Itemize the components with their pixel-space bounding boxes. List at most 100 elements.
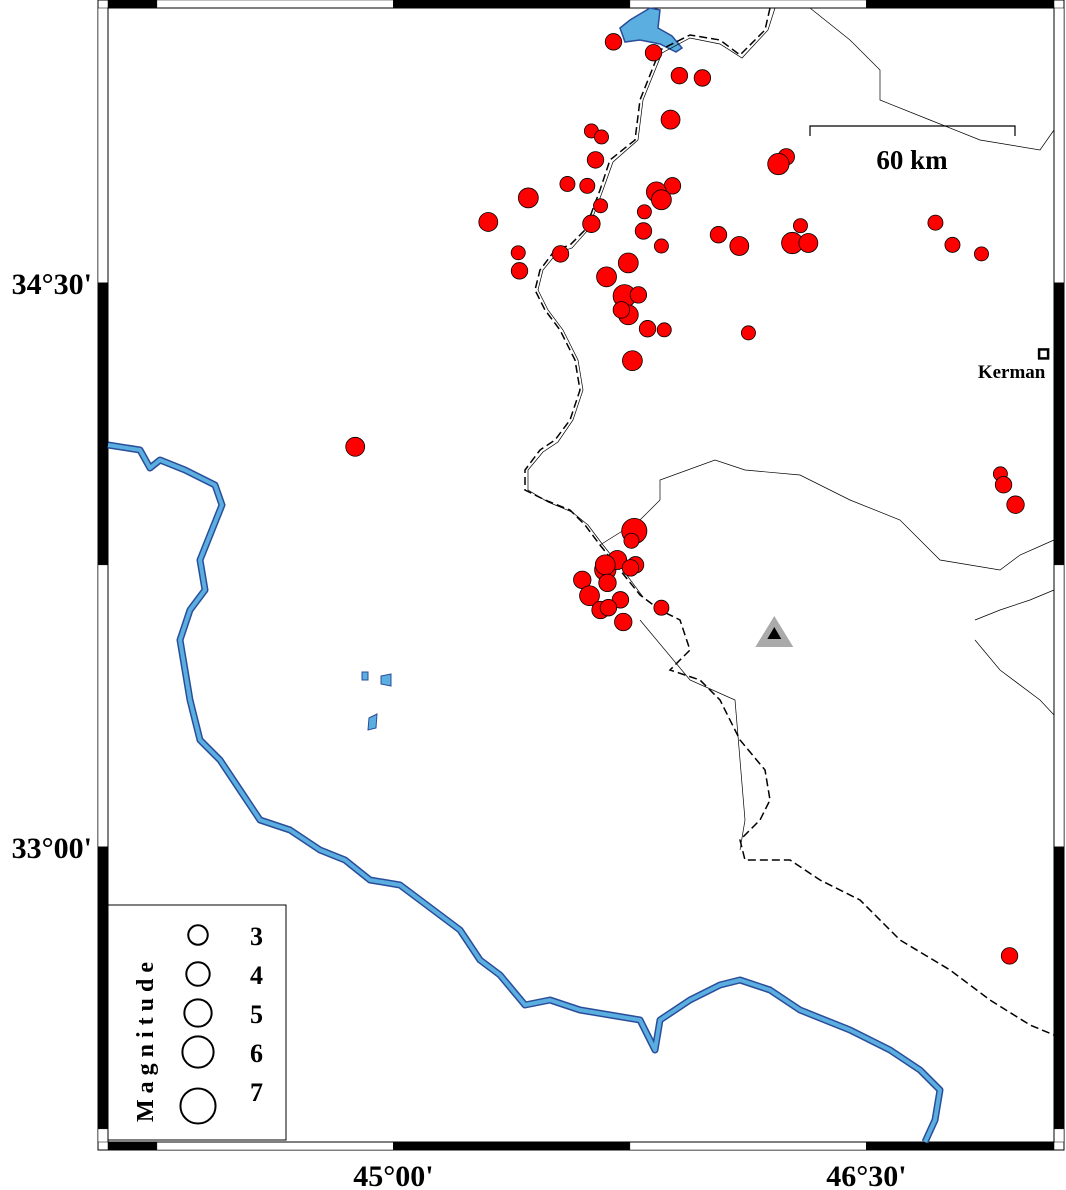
- rivers: [107, 7, 944, 1144]
- earthquake-circle: [660, 109, 681, 130]
- y-tick-label: 34°30': [12, 268, 92, 301]
- earthquake-circle: [740, 325, 756, 341]
- earthquake-circle: [604, 33, 623, 51]
- legend-label: 6: [250, 1039, 263, 1068]
- frame-bar: [866, 0, 1055, 9]
- frame-bar: [97, 7, 109, 284]
- earthquake-circle: [767, 152, 790, 176]
- earthquake-circle: [598, 573, 617, 593]
- earthquake-circle: [653, 599, 670, 616]
- international-border: [524, 7, 1055, 1036]
- earthquake-circle: [623, 532, 640, 549]
- earthquake-circle: [644, 44, 663, 62]
- legend-label: 4: [250, 961, 263, 990]
- legend-label: 5: [250, 1000, 263, 1029]
- province-border: [527, 7, 776, 598]
- frame-bar: [156, 0, 394, 9]
- earthquake-circle: [478, 212, 499, 232]
- earthquake-circle: [593, 198, 609, 214]
- earthquake-circle: [596, 266, 617, 288]
- earthquake-circle: [638, 320, 657, 338]
- province-border: [639, 619, 746, 851]
- frame-bar: [107, 0, 158, 9]
- legend-title: Magnitude: [133, 956, 159, 1122]
- earthquake-circle: [517, 187, 539, 209]
- province-border: [599, 459, 1055, 571]
- frame-bar: [629, 1141, 867, 1151]
- province-border: [974, 639, 1055, 716]
- earthquake-circle: [594, 129, 609, 145]
- station-marker: [755, 616, 794, 648]
- frame-bar: [1053, 846, 1065, 1130]
- earthquake-circle: [1000, 947, 1019, 965]
- scale-bar: 60 km: [809, 125, 1016, 175]
- earthquake-circle: [944, 236, 961, 253]
- earthquake-circle: [510, 245, 526, 261]
- earthquake-circle: [634, 222, 653, 240]
- frame-bar: [629, 0, 867, 9]
- frame-bar: [156, 1141, 394, 1151]
- province-border: [974, 589, 1055, 621]
- frame-bar: [393, 1141, 631, 1151]
- frame-bar: [393, 0, 631, 9]
- frame-bar: [1053, 282, 1065, 566]
- river: [107, 443, 942, 1143]
- legend-label: 7: [250, 1078, 263, 1107]
- legend-circle: [179, 1087, 217, 1125]
- legend-circle: [185, 961, 211, 987]
- earthquake-circle: [551, 245, 570, 263]
- frame-bar: [97, 282, 109, 566]
- square-city-icon: [1037, 348, 1050, 360]
- earthquake-circle: [656, 322, 672, 338]
- legend-label: 3: [250, 922, 263, 951]
- earthquake-circle: [345, 436, 366, 457]
- province-border: [809, 7, 1055, 151]
- earthquake-circle: [709, 226, 728, 244]
- legend-circle: [187, 924, 209, 946]
- earthquake-circle: [582, 214, 601, 233]
- earthquake-circle: [651, 189, 672, 211]
- earthquake-circle: [594, 554, 616, 576]
- earthquake-circle: [693, 69, 712, 87]
- frame-bar: [1053, 564, 1065, 848]
- lake: [619, 7, 684, 53]
- earthquake-circle: [617, 252, 639, 274]
- earthquake-circle: [629, 286, 648, 304]
- earthquake-circle: [927, 214, 944, 231]
- small-lake: [367, 713, 378, 731]
- earthquake-circle: [793, 218, 808, 234]
- frame-bar: [866, 1141, 1055, 1151]
- small-lake: [380, 673, 392, 687]
- city-label: Kerman: [978, 362, 1046, 383]
- frame-bar: [1053, 7, 1065, 284]
- earthquake-circle: [653, 238, 669, 254]
- frame-bar: [97, 846, 109, 1130]
- earthquake-circle: [636, 204, 652, 220]
- frame-bar: [97, 564, 109, 848]
- earthquake-circle: [994, 476, 1013, 494]
- earthquake-circle: [612, 301, 631, 319]
- earthquake-circle: [611, 591, 630, 609]
- triangle-station-icon: [767, 627, 782, 640]
- earthquake-circle: [1006, 495, 1025, 514]
- legend-circle: [183, 998, 213, 1028]
- earthquake-circle: [621, 559, 640, 577]
- earthquake-circle: [579, 177, 596, 194]
- scale-bar-line: [809, 125, 1016, 136]
- legend: Magnitude 3 4 5 6 7: [107, 904, 287, 1141]
- x-tick-label: 46°30': [826, 1160, 906, 1190]
- earthquake-circle: [599, 599, 618, 617]
- legend-circle: [181, 1035, 215, 1069]
- x-tick-label: 45°00': [353, 1160, 433, 1190]
- earthquake-events: [345, 33, 1025, 965]
- earthquake-circle: [729, 236, 750, 256]
- earthquake-circle: [579, 585, 600, 607]
- frame-bar: [97, 1128, 109, 1143]
- earthquake-circle: [614, 612, 633, 632]
- frame-inner: [107, 7, 1055, 1143]
- earthquake-circle: [559, 176, 576, 192]
- earthquake-circle: [622, 350, 643, 372]
- earthquake-circle: [510, 262, 529, 280]
- borders: [524, 7, 1055, 1036]
